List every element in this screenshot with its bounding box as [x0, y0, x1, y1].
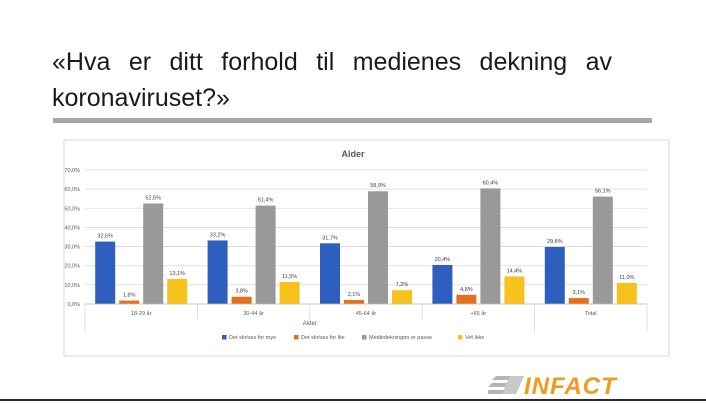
data-label: 31,7%	[322, 235, 338, 241]
bar	[480, 188, 501, 304]
footer-line	[0, 399, 706, 401]
x-axis-label: Alder	[303, 321, 317, 327]
bar	[504, 276, 525, 304]
bar	[119, 300, 140, 304]
data-label: 11,0%	[619, 275, 634, 281]
infact-logo: INFACT	[488, 373, 618, 399]
bar	[255, 205, 276, 304]
data-label: 4,8%	[460, 287, 473, 293]
data-label: 13,1%	[169, 271, 185, 277]
title-divider	[53, 118, 652, 123]
y-tick-label: 0,0%	[67, 302, 80, 308]
data-label: 52,5%	[145, 196, 161, 202]
bar	[167, 278, 188, 304]
legend-swatch	[458, 335, 463, 340]
logo-text: INFACT	[524, 373, 618, 399]
data-label: 2,1%	[348, 292, 361, 298]
data-label: 33,2%	[210, 232, 226, 238]
bar	[616, 282, 637, 304]
data-label: 3,1%	[573, 290, 586, 296]
legend-label: Det skrives for lite	[301, 335, 345, 341]
page-title: «Hva er ditt forhold til medienes deknin…	[52, 48, 612, 112]
data-label: 20,4%	[435, 257, 451, 263]
y-tick-label: 50,0%	[64, 206, 80, 212]
bar	[568, 298, 589, 304]
data-labels: 32,6% 1,8% 52,5% 13,1% 33,2% 3,8% 51,4% 11,5% 31…	[97, 180, 634, 298]
bars	[95, 188, 637, 304]
bar	[432, 264, 453, 304]
chart-title: Alder	[341, 149, 365, 159]
data-label: 60,4%	[483, 180, 499, 186]
data-label: 51,4%	[258, 198, 274, 204]
bar	[231, 296, 252, 304]
data-label: 11,5%	[282, 274, 297, 280]
bar	[344, 299, 364, 304]
y-tick-label: 10,0%	[64, 283, 80, 289]
x-tick-label: Total	[585, 311, 597, 317]
legend-swatch	[222, 335, 227, 340]
bar	[143, 203, 164, 304]
y-tick-label: 70,0%	[64, 168, 80, 174]
bar	[368, 191, 388, 304]
legend-label: Det skrives for mye	[229, 335, 276, 341]
data-label: 29,8%	[547, 239, 563, 245]
y-tick-label: 40,0%	[64, 225, 80, 231]
bar	[544, 246, 565, 304]
speed-lines-icon	[488, 376, 524, 394]
y-tick-label: 60,0%	[64, 187, 80, 193]
legend: Det skrives for mye Det skrives for lite M…	[222, 335, 484, 341]
bar	[456, 294, 477, 304]
x-axis: 18-29 år 30-44 år 45-64 år +65 år Total	[84, 303, 648, 332]
legend-swatch	[362, 335, 367, 340]
x-tick-label: +65 år	[471, 310, 487, 317]
y-axis-ticks: 0,0% 10,0% 20,0% 30,0% 40,0% 50,0% 60,0% 70,0%	[64, 168, 80, 308]
data-label: 1,8%	[123, 293, 136, 299]
data-label: 14,4%	[507, 268, 523, 274]
chart-area-border	[63, 139, 670, 357]
legend-label: Mediedekningen er passe	[369, 335, 432, 341]
x-tick-label: 18-29 år	[131, 310, 152, 317]
bar	[392, 290, 412, 304]
bar	[279, 281, 300, 304]
bar	[592, 196, 613, 304]
data-label: 56,1%	[595, 189, 611, 195]
data-label: 3,8%	[235, 289, 248, 295]
data-label: 32,6%	[97, 234, 113, 240]
x-tick-label: 30-44 år	[243, 310, 264, 317]
bar	[95, 241, 116, 304]
y-tick-label: 30,0%	[64, 245, 80, 251]
data-label: 7,2%	[396, 282, 409, 288]
legend-label: Vet ikke	[465, 335, 484, 341]
legend-swatch	[294, 335, 299, 340]
bar	[320, 243, 340, 304]
bar	[207, 240, 228, 304]
x-tick-label: 45-64 år	[356, 310, 377, 317]
data-label: 58,9%	[370, 183, 386, 189]
y-tick-label: 20,0%	[64, 264, 80, 270]
